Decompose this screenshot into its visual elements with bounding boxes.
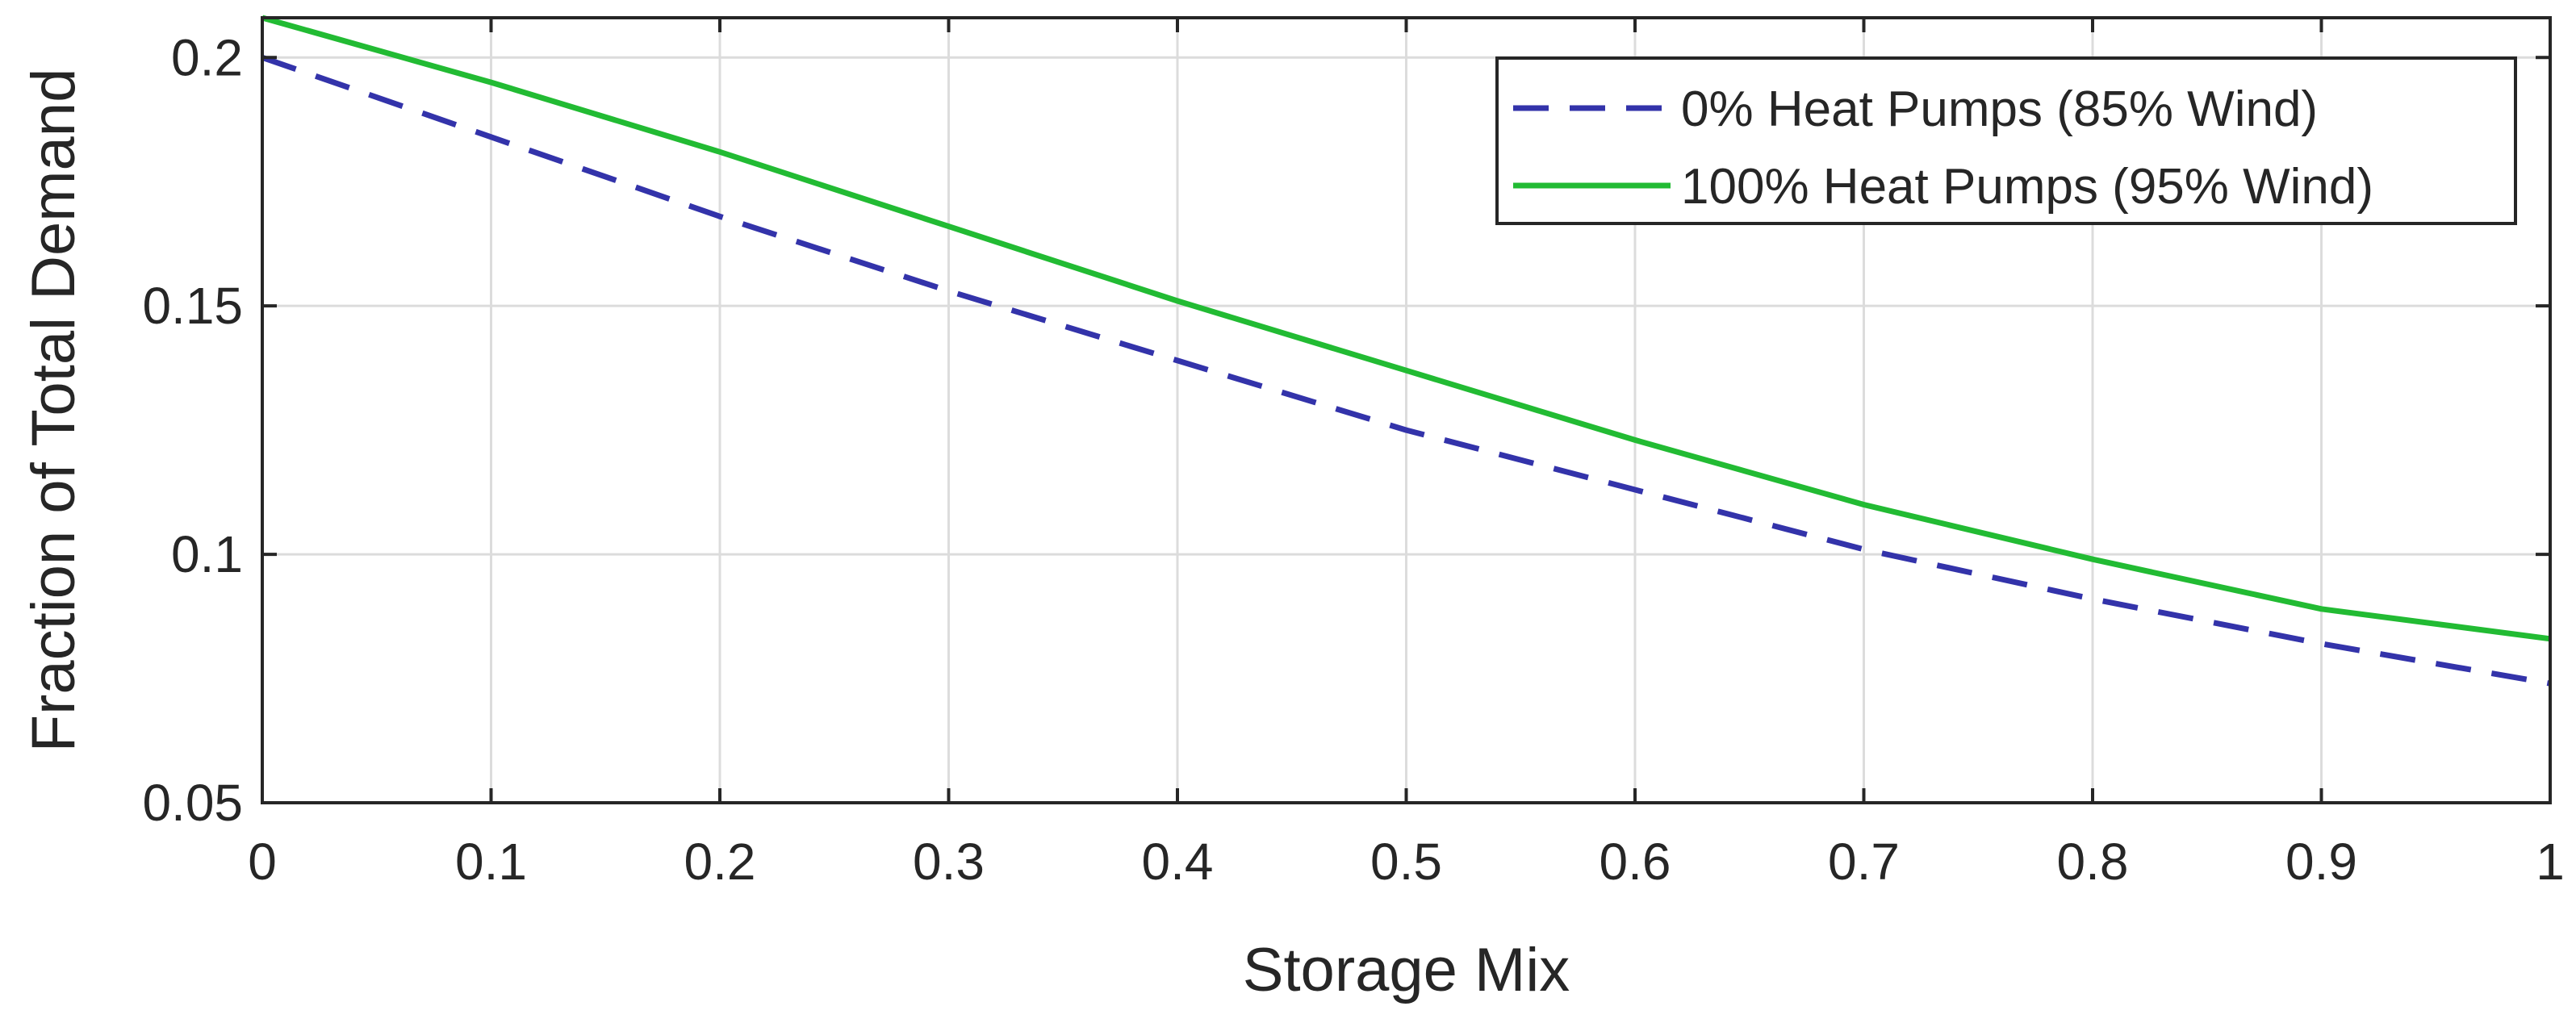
legend-label-1: 0% Heat Pumps (85% Wind)	[1681, 81, 2318, 137]
x-tick-label: 0.4	[1142, 833, 1214, 891]
x-tick-label: 0	[248, 833, 277, 891]
x-tick-label: 0.8	[2057, 833, 2129, 891]
x-tick-label: 0.5	[1370, 833, 1442, 891]
y-tick-label: 0.2	[171, 28, 243, 86]
x-tick-label: 0.1	[455, 833, 527, 891]
y-tick-label: 0.05	[142, 774, 243, 832]
x-tick-label: 1	[2536, 833, 2565, 891]
x-axis-label: Storage Mix	[1243, 936, 1570, 1004]
x-tick-label: 0.6	[1600, 833, 1671, 891]
y-axis-label: Fraction of Total Demand	[19, 69, 88, 753]
x-tick-label: 0.9	[2285, 833, 2357, 891]
legend-label-2: 100% Heat Pumps (95% Wind)	[1681, 159, 2373, 215]
y-tick-label: 0.15	[142, 277, 243, 335]
x-tick-label: 0.7	[1828, 833, 1900, 891]
y-tick-label: 0.1	[171, 525, 243, 583]
x-tick-label: 0.2	[684, 833, 756, 891]
legend: 0% Heat Pumps (85% Wind) 100% Heat Pumps …	[1497, 58, 2515, 223]
x-tick-label: 0.3	[913, 833, 985, 891]
